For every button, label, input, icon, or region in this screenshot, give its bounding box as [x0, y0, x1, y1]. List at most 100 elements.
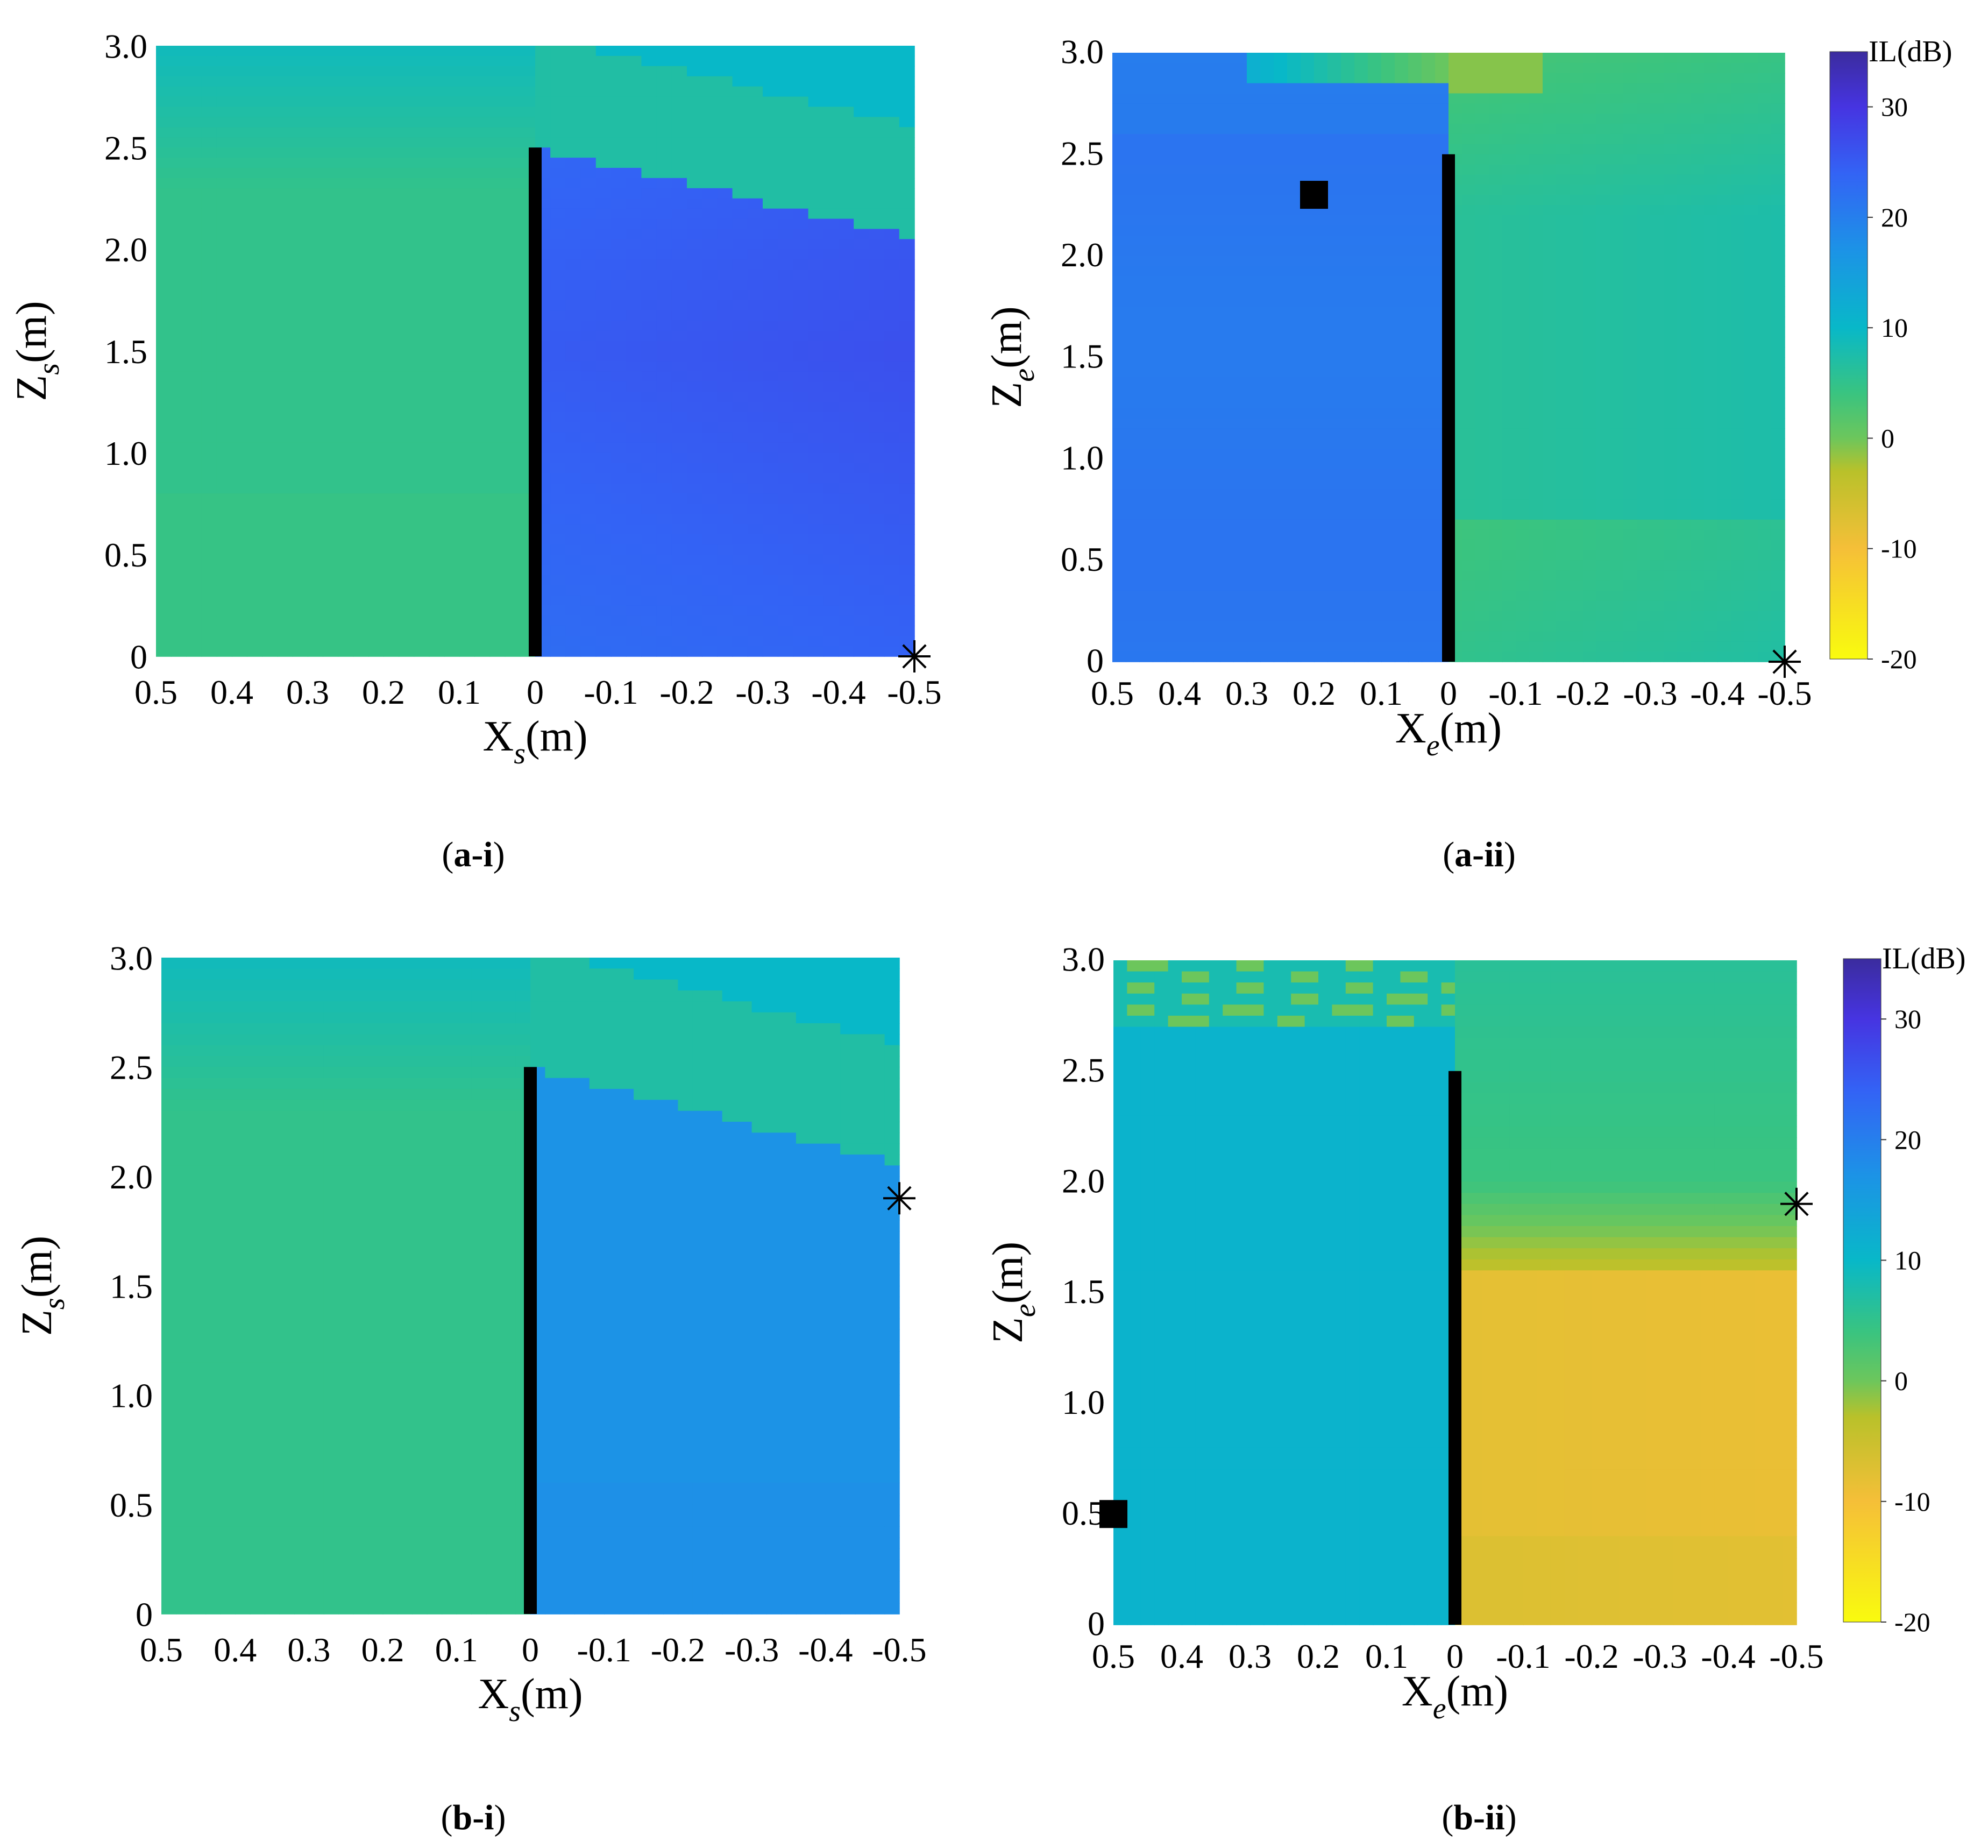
heatmap-cell	[414, 239, 430, 250]
heatmap-cell	[429, 534, 445, 545]
heatmap-cell	[732, 218, 748, 230]
heatmap-cell	[671, 147, 687, 158]
heatmap-cell	[384, 626, 399, 636]
heatmap-cell	[368, 178, 384, 189]
heatmap-cell	[353, 158, 369, 168]
heatmap-cell	[1462, 286, 1476, 297]
heatmap-cell	[292, 493, 308, 504]
heatmap-cell	[216, 605, 232, 617]
heatmap-cell	[823, 117, 839, 128]
heatmap-cell	[489, 300, 506, 311]
heatmap-cell	[1395, 519, 1409, 530]
heatmap-cell	[1422, 185, 1436, 195]
heatmap-cell	[171, 636, 187, 647]
heatmap-cell	[1516, 600, 1530, 612]
heatmap-cell	[308, 86, 323, 97]
heatmap-cell	[1247, 316, 1261, 328]
heatmap-cell	[1166, 448, 1180, 459]
heatmap-cell	[565, 280, 581, 291]
heatmap-cell	[399, 198, 415, 209]
heatmap-cell	[869, 341, 885, 352]
heatmap-cell	[262, 493, 278, 504]
heatmap-cell	[1327, 469, 1341, 480]
heatmap-cell	[277, 229, 293, 240]
heatmap-cell	[1180, 631, 1194, 642]
heatmap-cell	[1112, 428, 1126, 439]
heatmap-cell	[1341, 316, 1355, 328]
heatmap-cell	[474, 46, 491, 56]
heatmap-cell	[505, 46, 521, 56]
heatmap-cell	[1247, 438, 1261, 449]
heatmap-cell	[899, 473, 915, 484]
heatmap-cell	[823, 208, 839, 220]
heatmap-cell	[505, 422, 521, 433]
heatmap-cell	[171, 381, 187, 392]
heatmap-cell	[1489, 611, 1503, 622]
heatmap-cell	[308, 46, 323, 56]
heatmap-cell	[1166, 652, 1180, 662]
heatmap-cell	[884, 66, 900, 77]
heatmap-cell	[763, 626, 778, 636]
heatmap-cell	[1327, 387, 1341, 399]
heatmap-cell	[1139, 458, 1153, 470]
heatmap-cell	[550, 249, 566, 260]
heatmap-cell	[869, 320, 885, 331]
heatmap-cell	[1381, 438, 1395, 449]
heatmap-cell	[1139, 652, 1153, 662]
heatmap-cell	[1301, 154, 1315, 165]
heatmap-cell	[626, 55, 642, 67]
heatmap-cell	[793, 96, 809, 108]
heatmap-cell	[1381, 479, 1395, 490]
heatmap-cell	[1475, 631, 1489, 642]
heatmap-cell	[489, 158, 506, 168]
heatmap-cell	[1139, 418, 1153, 429]
heatmap-cell	[899, 564, 915, 576]
heatmap-cell	[1139, 133, 1153, 145]
heatmap-cell	[1422, 550, 1436, 561]
heatmap-cell	[338, 229, 354, 240]
heatmap-cell	[1422, 256, 1436, 266]
heatmap-cell	[702, 626, 718, 636]
heatmap-cell	[1354, 93, 1368, 104]
heatmap-cell	[1180, 347, 1194, 358]
heatmap-cell	[1395, 469, 1409, 480]
heatmap-cell	[353, 381, 369, 392]
heatmap-cell	[1489, 529, 1503, 541]
heatmap-cell	[1220, 286, 1234, 297]
heatmap-cell	[353, 259, 369, 270]
heatmap-cell	[171, 107, 187, 118]
heatmap-cell	[414, 168, 430, 179]
heatmap-cell	[671, 575, 687, 586]
heatmap-cell	[384, 554, 399, 565]
heatmap-cell	[808, 605, 824, 617]
heatmap-cell	[1112, 377, 1126, 388]
heatmap-cell	[565, 381, 581, 392]
heatmap-cell	[899, 310, 915, 321]
heatmap-cell	[444, 504, 460, 514]
heatmap-cell	[1112, 550, 1126, 561]
heatmap-cell	[1206, 245, 1220, 257]
heatmap-cell	[823, 452, 839, 464]
heatmap-cell	[474, 249, 491, 260]
heatmap-cell	[1112, 387, 1126, 399]
heatmap-cell	[1233, 73, 1247, 84]
heatmap-cell	[1368, 93, 1382, 104]
heatmap-cell	[1354, 296, 1368, 307]
heatmap-cell	[216, 422, 232, 433]
heatmap-cell	[292, 96, 308, 108]
heatmap-cell	[1260, 154, 1274, 165]
heatmap-cell	[1543, 103, 1557, 114]
heatmap-cell	[1462, 418, 1476, 429]
heatmap-cell	[611, 168, 627, 179]
heatmap-cell	[626, 229, 642, 240]
heatmap-cell	[1301, 590, 1315, 601]
heatmap-cell	[474, 483, 491, 494]
heatmap-cell	[823, 76, 839, 87]
heatmap-cell	[869, 259, 885, 270]
heatmap-cell	[1354, 256, 1368, 266]
heatmap-cell	[1368, 306, 1382, 317]
heatmap-cell	[1274, 296, 1288, 307]
heatmap-cell	[641, 504, 657, 514]
heatmap-cell	[747, 544, 763, 555]
heatmap-cell	[671, 137, 687, 148]
